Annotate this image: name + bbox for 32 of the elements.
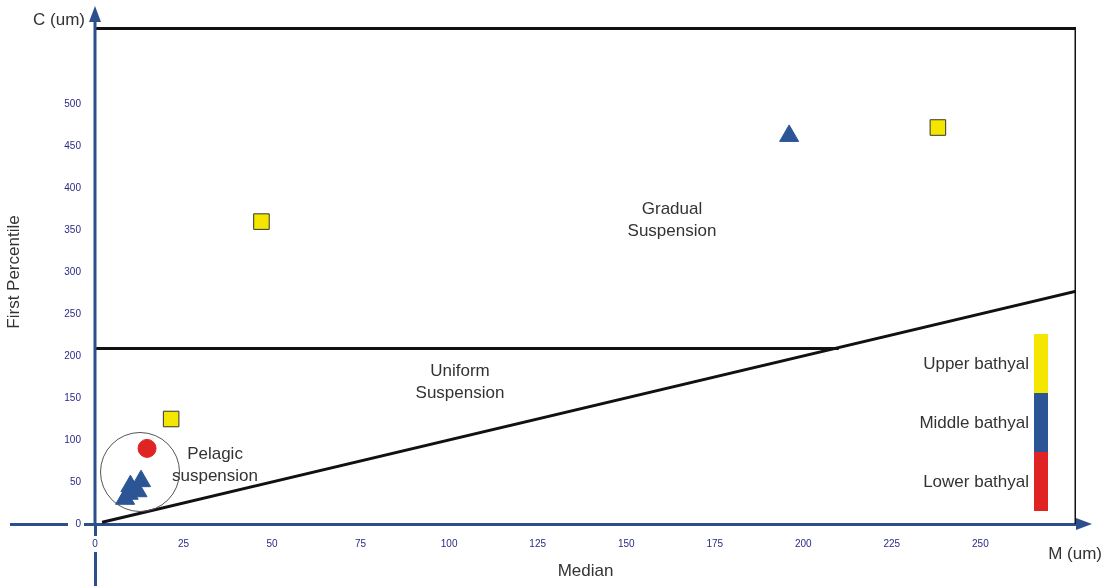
x-tick-label: 250 <box>972 537 990 549</box>
annotation: Gradual Suspension <box>627 198 717 240</box>
y-tick-label: 250 <box>64 307 82 319</box>
text: Upper bathyal <box>923 353 1029 374</box>
x-axis-title: Median <box>557 561 614 581</box>
y-axis-title: First Percentile <box>3 215 23 329</box>
x-tick-label: 25 <box>177 537 190 549</box>
x-tick-label: 100 <box>440 537 458 549</box>
y-tick-label: 300 <box>64 265 82 277</box>
y-tick-label: 500 <box>64 97 82 109</box>
x-tick-label: 200 <box>794 537 813 549</box>
text: Lower bathyal <box>923 471 1029 492</box>
y-tick-label: 450 <box>64 139 82 151</box>
annotation: Pelagic suspension <box>171 443 259 485</box>
x-tick-label: 225 <box>883 537 901 549</box>
y-tick-label: 0 <box>75 517 82 529</box>
y-tick-label: 150 <box>64 391 82 403</box>
y-tick-label: 400 <box>64 181 82 193</box>
annotation: Uniform Suspension <box>415 360 505 402</box>
text: C (um) <box>33 9 85 29</box>
y-tick-label: 350 <box>64 223 82 235</box>
y-tick-label: 50 <box>69 475 82 487</box>
x-tick-label: 0 <box>92 537 99 549</box>
x-tick-label: 75 <box>355 537 367 549</box>
x-tick-label: 175 <box>706 537 724 549</box>
y-tick-label: 100 <box>64 433 82 445</box>
x-tick-label: 125 <box>529 537 547 549</box>
y-tick-label: 200 <box>64 349 82 361</box>
x-tick-label: 150 <box>617 537 636 549</box>
text: M (um) <box>1048 543 1102 563</box>
text: Middle bathyal <box>919 412 1029 433</box>
x-tick-label: 50 <box>266 537 279 549</box>
